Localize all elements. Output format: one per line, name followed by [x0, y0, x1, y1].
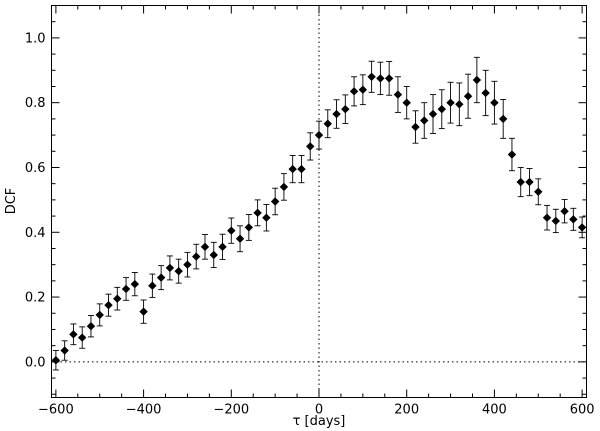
data-point: [104, 300, 113, 310]
data-point: [516, 177, 525, 187]
data-point: [376, 74, 385, 83]
data-point: [577, 223, 587, 232]
y-tick-label: 0.2: [25, 291, 46, 306]
data-point: [209, 250, 218, 260]
y-tick-label: 1.0: [25, 31, 46, 46]
data-point: [323, 119, 332, 128]
y-axis-label: DCF: [4, 188, 19, 215]
data-point: [314, 130, 324, 140]
data-point: [86, 322, 96, 331]
data-point: [244, 223, 254, 232]
data-point: [437, 104, 446, 114]
data-point: [77, 333, 87, 342]
x-tick-label: 0: [315, 403, 323, 418]
data-point: [253, 208, 262, 218]
data-point: [498, 114, 508, 124]
data-point: [455, 100, 464, 109]
data-point: [156, 273, 166, 282]
x-tick-label: −400: [126, 403, 162, 418]
data-point: [60, 346, 69, 355]
data-point: [306, 142, 315, 151]
data-point: [121, 284, 131, 294]
reference-lines: [51, 5, 587, 398]
data-point: [113, 294, 122, 303]
data-point: [420, 116, 429, 125]
data-point: [262, 213, 271, 222]
data-point: [534, 187, 543, 196]
data-point: [569, 215, 578, 224]
data-point: [51, 356, 61, 365]
data-point: [95, 310, 104, 320]
data-point: [279, 182, 289, 192]
data-point: [139, 307, 148, 316]
data-point: [367, 72, 376, 81]
data-point: [148, 281, 157, 290]
data-point: [192, 252, 201, 261]
data-point: [463, 92, 473, 101]
data-point: [288, 164, 297, 174]
data-point: [341, 104, 350, 114]
data-point: [507, 150, 517, 159]
data-point: [446, 98, 455, 107]
data-point: [174, 266, 183, 276]
data-point: [472, 75, 482, 85]
axis-ticks: [51, 5, 587, 398]
y-tick-label: 0.6: [25, 161, 46, 176]
y-tick-label: 0.8: [25, 96, 46, 111]
data-point: [551, 216, 561, 226]
data-point: [297, 164, 306, 174]
data-points: [51, 72, 587, 365]
data-point: [235, 234, 245, 243]
x-tick-label: 600: [570, 403, 595, 418]
data-point: [402, 98, 411, 107]
y-tick-label: 0.4: [25, 226, 46, 241]
data-point: [542, 213, 552, 222]
axis-tick-labels: −600 −400 −200 0 200 400 600 0.0 0.2 0.4 0.6 0.8 1.0: [25, 31, 595, 417]
data-point: [130, 279, 140, 289]
x-axis-label: τ [days]: [293, 414, 346, 429]
data-point: [349, 87, 359, 96]
data-point: [525, 177, 534, 187]
data-point: [183, 260, 192, 269]
x-tick-label: −200: [213, 403, 249, 418]
data-point: [270, 197, 280, 206]
data-point: [384, 74, 394, 83]
data-point: [358, 85, 368, 94]
data-point: [393, 90, 403, 99]
data-point: [165, 263, 175, 273]
data-point: [428, 109, 438, 119]
x-tick-label: 200: [394, 403, 419, 418]
data-point: [560, 207, 569, 216]
data-point: [332, 109, 341, 119]
data-point: [200, 242, 210, 252]
data-point: [69, 330, 78, 339]
x-tick-label: −600: [38, 403, 74, 418]
data-point: [490, 98, 499, 107]
x-tick-label: 400: [482, 403, 507, 418]
data-point: [481, 88, 490, 98]
data-point: [411, 122, 420, 132]
y-tick-label: 0.0: [25, 355, 46, 370]
data-point: [218, 242, 227, 252]
data-point: [227, 226, 236, 235]
